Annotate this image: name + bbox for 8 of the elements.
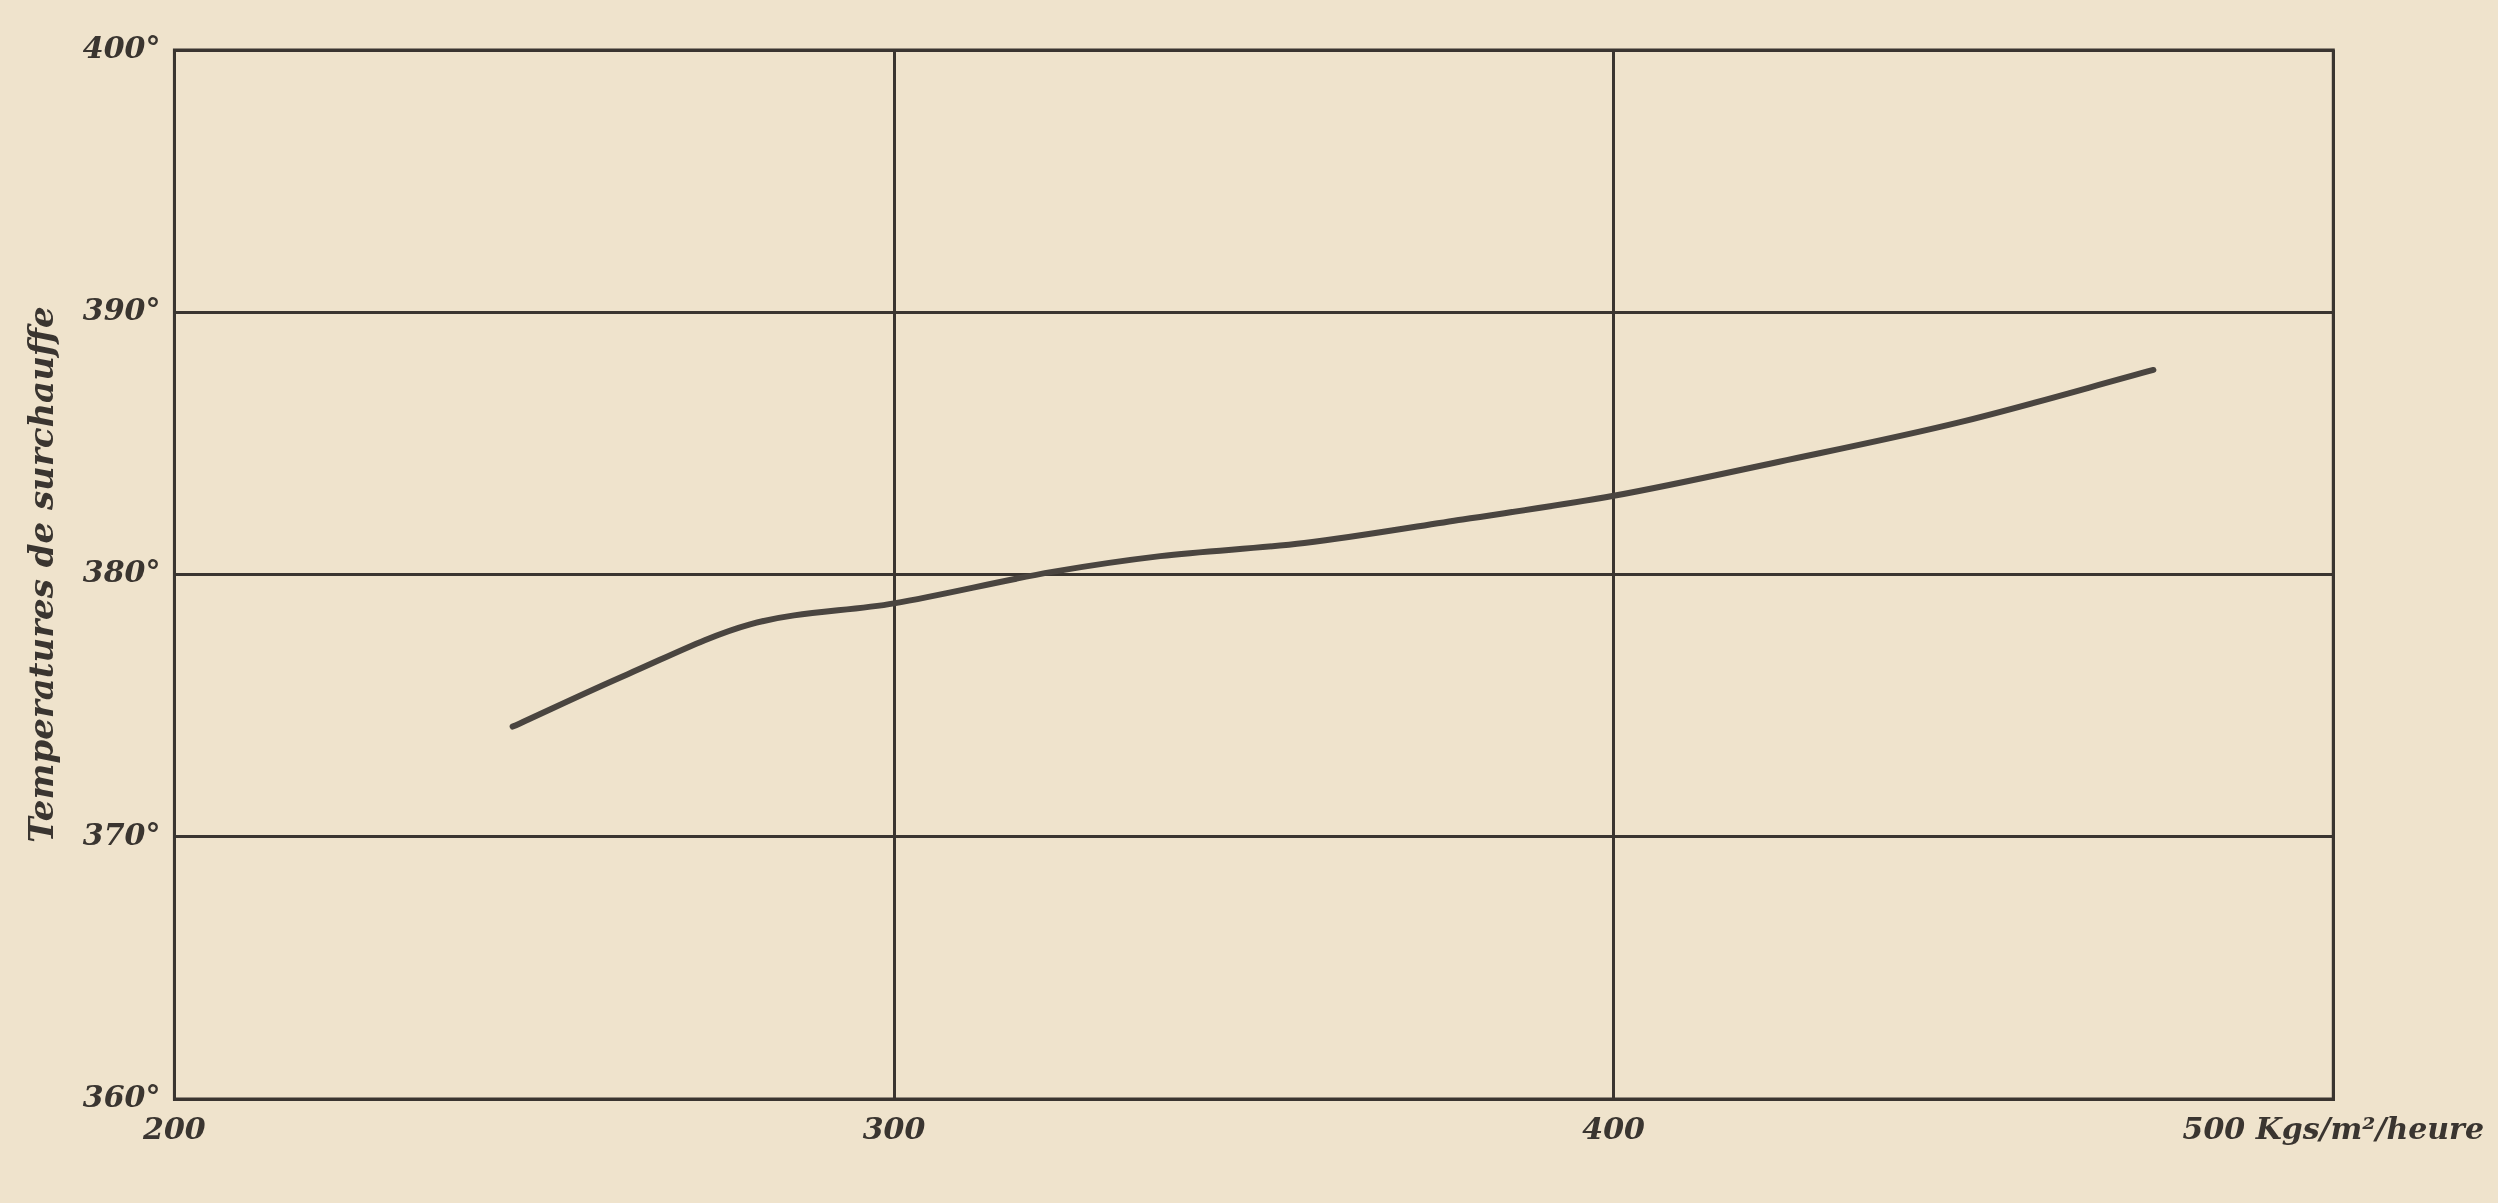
y-axis-title: Temperatures de surchauffe bbox=[21, 306, 62, 843]
y-tick-label: 380° bbox=[82, 554, 161, 590]
y-tick-label: 390° bbox=[82, 292, 161, 328]
x-tick-label: 300 bbox=[862, 1110, 926, 1146]
x-tick-label: 500 Kgs/m²/heure bbox=[2182, 1110, 2484, 1146]
x-tick-label: 400 bbox=[1582, 1110, 1646, 1146]
y-tick-label: 370° bbox=[82, 816, 161, 852]
y-tick-label: 400° bbox=[82, 29, 161, 65]
